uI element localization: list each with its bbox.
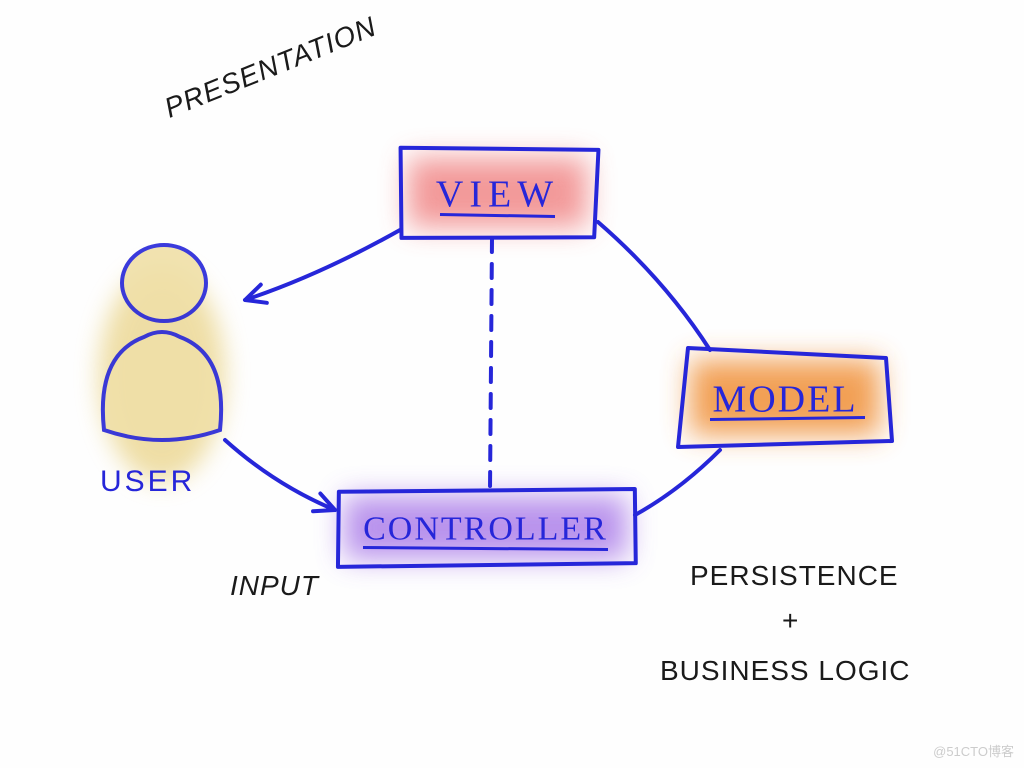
label-business-logic: BUSINESS LOGIC [660, 655, 911, 687]
edge-view-to-user [245, 230, 400, 300]
edge-view-to-model [598, 222, 710, 350]
label-input: INPUT [230, 570, 319, 602]
view-label: VIEW [436, 174, 559, 216]
label-persistence: PERSISTENCE [690, 560, 899, 592]
label-plus: + [782, 605, 798, 637]
label-user: USER [100, 465, 195, 499]
user-head [122, 245, 206, 321]
edge-controller-to-model [635, 450, 720, 515]
controller-underline [363, 548, 608, 550]
diagram-svg: VIEW MODEL CONTROLLER [0, 0, 1024, 768]
model-label: MODEL [712, 379, 857, 421]
controller-label: CONTROLLER [363, 511, 608, 548]
edge-view-to-controller [490, 238, 492, 490]
watermark: @51CTO博客 [933, 741, 1014, 760]
model-underline [710, 418, 865, 420]
edge-user-to-controller [225, 440, 335, 510]
mvc-diagram: VIEWMODELCONTROLLER PRESENTATION USER IN… [0, 0, 1024, 768]
view-underline [440, 215, 555, 217]
